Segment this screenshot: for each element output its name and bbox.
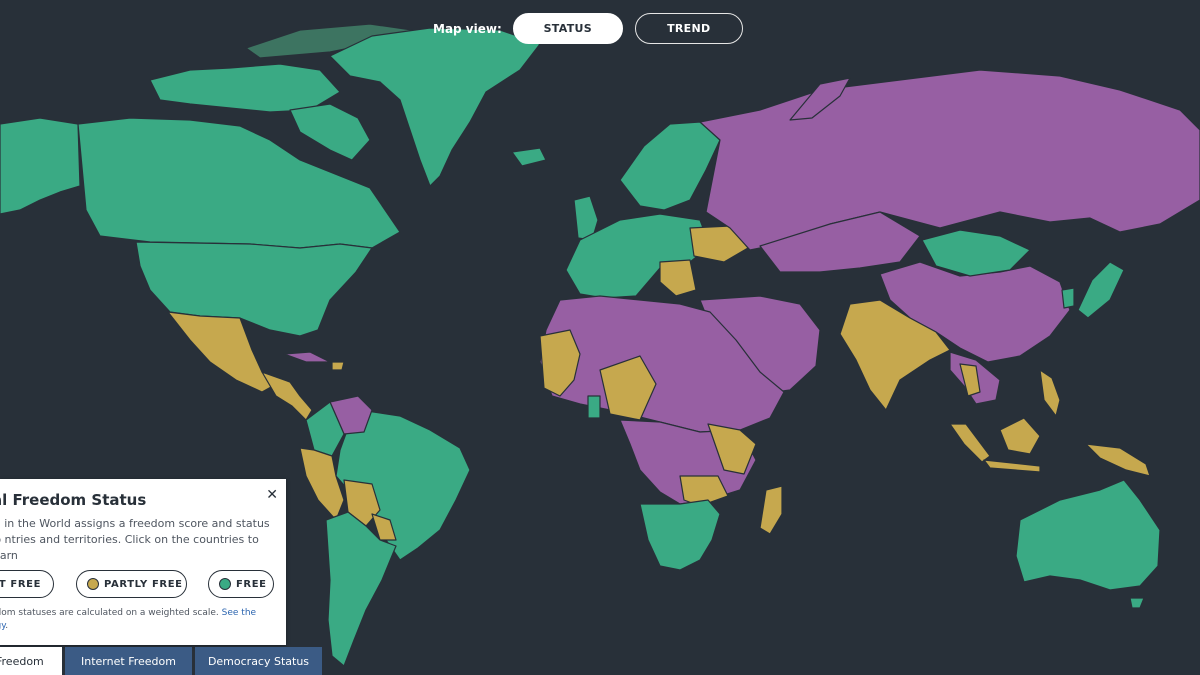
country-greenland[interactable]: [329, 27, 541, 187]
country-canada[interactable]: [77, 117, 401, 249]
panel-note-text: edom statuses are calculated on a weight…: [0, 608, 222, 618]
legend-partly-free-button[interactable]: PARTLY FREE: [76, 570, 187, 598]
methodology-link-end[interactable]: ogy: [0, 621, 6, 631]
country-colombia[interactable]: [305, 401, 345, 457]
country-peru[interactable]: [299, 447, 345, 521]
status-view-button[interactable]: STATUS: [512, 13, 623, 44]
country-brazil[interactable]: [335, 409, 471, 561]
country-central-america[interactable]: [261, 371, 313, 421]
free-dot-icon: [219, 578, 231, 590]
country-india[interactable]: [839, 299, 951, 411]
tab-democracy-status-label: Democracy Status: [207, 654, 310, 668]
country-cuba[interactable]: [283, 351, 331, 363]
country-indonesia-sumatra[interactable]: [949, 423, 991, 463]
country-borneo[interactable]: [999, 417, 1041, 455]
country-thailand[interactable]: [959, 363, 981, 397]
country-nigeria-region[interactable]: [599, 355, 657, 421]
map-view-toggle: Map view: STATUS TREND: [433, 13, 743, 44]
freedom-status-panel: al Freedom Status ✕ m in the World assig…: [0, 479, 286, 645]
country-russia-islands[interactable]: [789, 77, 851, 121]
country-haiti[interactable]: [331, 361, 345, 371]
legend-partly-free-label: PARTLY FREE: [104, 578, 183, 590]
panel-title: al Freedom Status: [0, 491, 147, 509]
country-west-africa[interactable]: [539, 329, 581, 397]
country-canada-baffin[interactable]: [289, 103, 371, 161]
legend-not-free-button[interactable]: OT FREE: [0, 570, 54, 598]
country-usa[interactable]: [135, 241, 373, 337]
country-argentina[interactable]: [325, 511, 397, 667]
country-paraguay[interactable]: [371, 513, 397, 541]
tab-internet-freedom[interactable]: Internet Freedom: [65, 647, 192, 675]
country-ukraine[interactable]: [689, 225, 749, 263]
country-japan[interactable]: [1077, 261, 1125, 319]
legend-free-button[interactable]: FREE: [208, 570, 274, 598]
country-scandinavia[interactable]: [619, 121, 721, 211]
country-mongolia[interactable]: [921, 229, 1031, 277]
country-south-korea[interactable]: [1061, 287, 1075, 309]
country-indonesia-java[interactable]: [983, 459, 1041, 473]
tab-internet-freedom-label: Internet Freedom: [81, 654, 176, 668]
country-canada-islands[interactable]: [149, 63, 341, 113]
country-russia[interactable]: [699, 69, 1200, 251]
country-southern-africa[interactable]: [639, 499, 721, 571]
country-ghana[interactable]: [587, 395, 601, 419]
trend-view-button[interactable]: TREND: [634, 13, 743, 44]
country-philippines[interactable]: [1039, 369, 1061, 417]
tab-freedom-label: Freedom: [0, 654, 44, 668]
tab-freedom[interactable]: Freedom: [0, 647, 62, 675]
country-iceland[interactable]: [511, 147, 547, 167]
country-kazakhstan[interactable]: [759, 211, 921, 273]
country-madagascar[interactable]: [759, 485, 783, 535]
legend-not-free-label: OT FREE: [0, 578, 41, 590]
panel-description: m in the World assigns a freedom score a…: [0, 517, 270, 562]
country-zambia-region[interactable]: [679, 475, 729, 507]
close-icon[interactable]: ✕: [266, 487, 278, 503]
country-balkans[interactable]: [659, 259, 697, 297]
partly-free-dot-icon: [87, 578, 99, 590]
map-view-label: Map view:: [433, 21, 502, 36]
panel-note: edom statuses are calculated on a weight…: [0, 607, 280, 633]
country-tasmania[interactable]: [1129, 597, 1145, 609]
country-new-guinea[interactable]: [1085, 443, 1151, 477]
methodology-link[interactable]: See the: [221, 608, 257, 618]
legend-free-label: FREE: [236, 578, 267, 590]
country-uk[interactable]: [573, 195, 599, 241]
country-australia[interactable]: [1015, 479, 1161, 591]
panel-note-end: .: [5, 621, 9, 631]
country-east-africa[interactable]: [707, 423, 757, 475]
state-alaska[interactable]: [0, 117, 81, 215]
tab-democracy-status[interactable]: Democracy Status: [195, 647, 322, 675]
